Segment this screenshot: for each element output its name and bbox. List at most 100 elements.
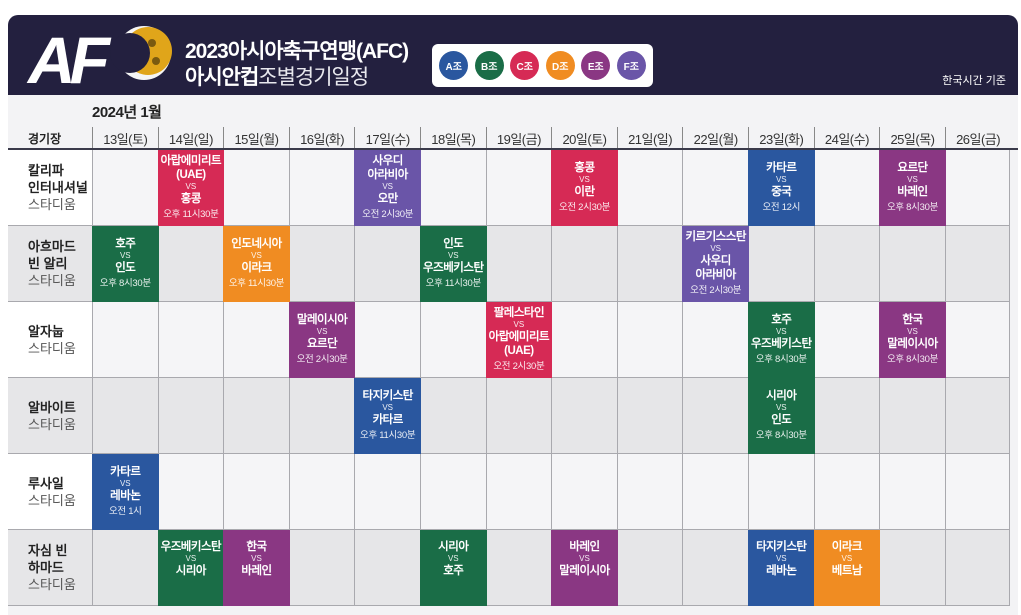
match-card[interactable]: 바레인 VS 말레이시아 (551, 530, 618, 606)
schedule-cell (485, 226, 552, 302)
kickoff-time: 오전 2시30분 (493, 361, 545, 372)
schedule-cell (813, 378, 880, 454)
group-legend: A조 B조 C조 D조 E조 F조 (432, 44, 653, 87)
match-card[interactable]: 시리아 VS 호주 (420, 530, 487, 606)
home-team: 아랍에미리트 (UAE) (160, 155, 222, 181)
away-team: 말레이시아 (887, 338, 938, 350)
away-team: 인도 (115, 262, 136, 274)
match-card[interactable]: 이라크 VS 베트남 (813, 530, 881, 606)
home-team: 인도네시아 (231, 238, 282, 250)
vs-label: VS (251, 251, 262, 260)
vs-label: VS (579, 175, 590, 184)
vs-label: VS (775, 327, 787, 336)
kickoff-time: 오전 2시30분 (558, 202, 611, 213)
schedule-cell (879, 378, 945, 454)
away-team: 레바논 (766, 565, 797, 577)
kickoff-time: 오전 2시30분 (296, 354, 348, 365)
schedule-cell (551, 302, 617, 378)
venue-label: 알자눕 스타디움 (8, 302, 92, 378)
schedule-cell (420, 378, 486, 454)
vs-label: VS (775, 403, 787, 412)
afc-logo: AF (26, 23, 172, 91)
vs-label: VS (907, 327, 918, 336)
kickoff-time: 오후 11시30분 (163, 209, 219, 220)
match-card[interactable]: 인도 VS 우즈베키스탄 오후 11시30분 (420, 226, 487, 302)
home-team: 호주 (115, 238, 136, 250)
match-card[interactable]: 인도네시아 VS 이라크 오후 11시30분 (223, 226, 290, 302)
group-badge-f: F조 (616, 51, 646, 80)
away-team: 우즈베키스탄 (751, 338, 812, 350)
kickoff-time: 오후 8시30분 (755, 430, 807, 441)
match-card[interactable]: 타지키스탄 VS 카타르 오후 11시30분 (354, 378, 421, 454)
schedule-cell (944, 378, 1011, 454)
schedule-cell (616, 530, 683, 606)
schedule-cell (944, 226, 1011, 302)
match-card[interactable]: 카타르 VS 레바논 오전 1시 (92, 454, 159, 530)
away-team: 호주 (443, 565, 464, 577)
title-line-1: 2023아시아축구연맹(AFC) (185, 40, 409, 63)
day-header: 26일(금) (944, 127, 1011, 149)
day-header: 20일(토) (551, 127, 617, 149)
day-header: 21일(일) (616, 127, 683, 149)
vs-label: VS (907, 175, 918, 184)
home-team: 타지키스탄 (756, 541, 807, 553)
schedule-cell (288, 378, 355, 454)
match-card[interactable]: 한국 VS 말레이시아 오후 8시30분 (879, 302, 946, 378)
schedule-cell (157, 226, 224, 302)
away-team: 인도 (771, 414, 792, 426)
home-team: 바레인 (569, 541, 600, 553)
schedule-cell (354, 226, 420, 302)
home-team: 호주 (771, 314, 792, 326)
match-card[interactable]: 호주 VS 인도 오후 8시30분 (92, 226, 159, 302)
away-team: 카타르 (372, 414, 404, 426)
schedule-cell (288, 530, 355, 606)
match-card[interactable]: 사우디 아라비아 VS 오만 오전 2시30분 (354, 150, 421, 226)
kickoff-time: 오후 8시30분 (886, 354, 939, 365)
match-card[interactable]: 말레이시아 VS 요르단 오전 2시30분 (288, 302, 356, 378)
schedule-cell (551, 226, 617, 302)
home-team: 시리아 (438, 541, 469, 553)
schedule-cell (748, 454, 814, 530)
schedule-cell (879, 454, 945, 530)
schedule-cell (354, 302, 420, 378)
home-team: 사우디 아라비아 (367, 155, 409, 181)
schedule-cell (944, 302, 1011, 378)
venue-label: 자심 빈 하마드 스타디움 (8, 530, 92, 606)
vs-label: VS (775, 554, 787, 563)
vs-label: VS (119, 479, 131, 488)
vs-label: VS (119, 251, 131, 260)
venue-sub: 스타디움 (28, 273, 76, 288)
schedule-cell (748, 226, 814, 302)
title-light: 조별경기일정 (258, 66, 369, 89)
schedule-cell (879, 530, 945, 606)
match-card[interactable]: 요르단 VS 바레인 오후 8시30분 (879, 150, 946, 226)
schedule-cell (157, 454, 224, 530)
match-card[interactable]: 카타르 VS 중국 오전 12시 (748, 150, 815, 226)
vs-label: VS (251, 554, 262, 563)
away-team: 바레인 (241, 565, 272, 577)
venue-name: 아흐마드 빈 알리 (28, 239, 76, 271)
away-team: 중국 (771, 186, 792, 198)
kickoff-time: 오전 2시30분 (690, 285, 742, 296)
header-banner: AF 2023아시아축구연맹(AFC) 아시안컵조별경기일정 A조 B조 C조 D조 E… (8, 15, 1018, 95)
schedule-cell (223, 150, 289, 226)
match-card[interactable]: 한국 VS 바레인 (223, 530, 290, 606)
match-card[interactable]: 우즈베키스탄 VS 시리아 (157, 530, 225, 606)
match-card[interactable]: 시리아 VS 인도 오후 8시30분 (748, 378, 815, 454)
kickoff-time: 오후 11시30분 (360, 430, 416, 441)
schedule-cell (813, 150, 880, 226)
venue-sub: 스타디움 (28, 416, 76, 432)
home-team: 우즈베키스탄 (160, 541, 222, 553)
kickoff-time: 오후 8시30분 (755, 354, 807, 365)
match-card[interactable]: 홍콩 VS 이란 오전 2시30분 (551, 150, 618, 226)
schedule-cell (420, 150, 486, 226)
schedule-cell (354, 454, 420, 530)
match-card[interactable]: 타지키스탄 VS 레바논 (748, 530, 815, 606)
day-header: 23일(화) (748, 127, 814, 149)
match-card[interactable]: 팔레스타인 VS 아랍에미리트 (UAE) 오전 2시30분 (485, 302, 553, 378)
match-card[interactable]: 키르기스스탄 VS 사우디 아라비아 오전 2시30분 (682, 226, 749, 302)
schedule-cell (223, 302, 289, 378)
match-card[interactable]: 아랍에미리트 (UAE) VS 홍콩 오후 11시30분 (157, 150, 225, 226)
